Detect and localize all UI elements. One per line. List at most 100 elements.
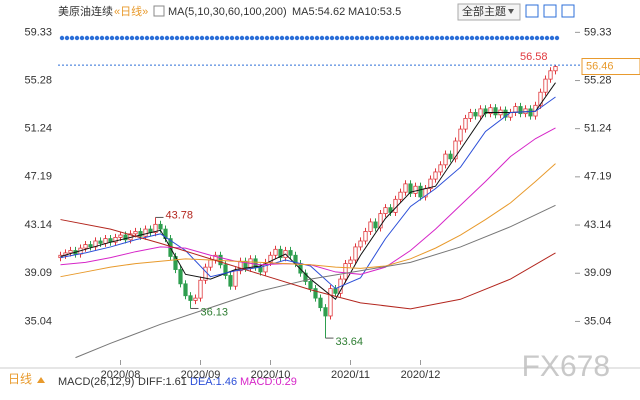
tool-button[interactable] [543, 4, 557, 18]
candle-body [333, 288, 338, 294]
watermark: FX678 [522, 350, 610, 383]
event-dot [79, 35, 85, 41]
event-dot [164, 35, 170, 41]
event-dot [514, 35, 520, 41]
tool-button[interactable] [561, 4, 575, 18]
macd-diff: DIFF:1.61 [138, 376, 187, 388]
event-dot [539, 35, 545, 41]
event-dot [394, 35, 400, 41]
event-dot [544, 35, 550, 41]
theme-text[interactable]: 全部主题 [462, 4, 506, 18]
event-dot [264, 35, 270, 41]
candle-body [88, 244, 93, 248]
candle-body [358, 240, 363, 248]
ma-icon[interactable] [153, 5, 165, 17]
event-dot [289, 35, 295, 41]
candle-body [458, 128, 463, 142]
event-dot [84, 35, 90, 41]
period[interactable]: «日线» [114, 4, 148, 18]
footer-arrow[interactable] [37, 377, 45, 383]
dropdown-arrow[interactable] [508, 9, 514, 14]
candle-body [393, 198, 398, 213]
event-dot [404, 35, 410, 41]
event-dot [379, 35, 385, 41]
candle-body [553, 66, 558, 72]
candle-body [183, 283, 188, 297]
candle-body [348, 259, 353, 264]
event-dot [449, 35, 455, 41]
event-dot [509, 35, 515, 41]
candle-body [528, 108, 533, 117]
macd-value: MACD:0.29 [240, 376, 297, 388]
event-dot [324, 35, 330, 41]
footer-period[interactable]: 日线 [8, 372, 32, 386]
event-dot [489, 35, 495, 41]
candle-body [178, 269, 183, 285]
y-tick-label-right: 55.28 [584, 74, 612, 86]
event-dot [114, 35, 120, 41]
event-dot [109, 35, 115, 41]
x-tick-label: 2020/09 [181, 369, 221, 381]
event-dot [554, 35, 560, 41]
candle-body [363, 231, 368, 242]
candle-body [143, 228, 148, 237]
event-dot [504, 35, 510, 41]
event-dot [254, 35, 260, 41]
candle-body [188, 295, 193, 301]
candle-body [518, 106, 523, 115]
symbol: 美原油连续 [58, 4, 113, 18]
theme-select[interactable] [457, 3, 521, 21]
event-dot [419, 35, 425, 41]
annotation: 36.13 [201, 306, 229, 318]
event-dot [484, 35, 490, 41]
event-dot [209, 35, 215, 41]
y-tick-label: 39.09 [24, 267, 52, 279]
y-tick-label-right: 39.09 [584, 267, 612, 279]
event-dot [229, 35, 235, 41]
event-dot [94, 35, 100, 41]
candle-body [373, 221, 378, 229]
event-dot [319, 35, 325, 41]
y-tick-label-right: 43.14 [584, 219, 612, 231]
event-dot [304, 35, 310, 41]
candle-body [468, 112, 473, 119]
event-dot [384, 35, 390, 41]
candle-body [543, 78, 548, 93]
x-tick-label: 2020/10 [251, 369, 291, 381]
event-dot [414, 35, 420, 41]
candle-body [193, 297, 198, 301]
candle-body [138, 231, 143, 237]
candle-body [223, 264, 228, 276]
event-dot [154, 35, 160, 41]
candle-body [113, 237, 118, 243]
y-tick-label-right: 35.04 [584, 315, 612, 327]
event-dot [189, 35, 195, 41]
candle-body [448, 153, 453, 160]
event-dot [439, 35, 445, 41]
candle-body [273, 248, 278, 256]
macd-label: MACD(26,12,9) [58, 376, 134, 388]
event-dot [444, 35, 450, 41]
event-dot [354, 35, 360, 41]
event-dot [224, 35, 230, 41]
candle-body [313, 288, 318, 299]
event-dot [534, 35, 540, 41]
event-dot [279, 35, 285, 41]
candle-body [443, 153, 448, 166]
event-dot [194, 35, 200, 41]
last-price: 56.46 [586, 60, 614, 72]
candle-body [463, 118, 468, 130]
event-dot [464, 35, 470, 41]
event-dot [474, 35, 480, 41]
event-dot [369, 35, 375, 41]
candle-body [398, 191, 403, 200]
candle-body [303, 272, 308, 282]
event-dot [144, 35, 150, 41]
candle-body [288, 250, 293, 256]
event-dot [459, 35, 465, 41]
tool-button[interactable] [525, 4, 539, 18]
event-dot [139, 35, 145, 41]
y-tick-label: 43.14 [24, 219, 52, 231]
candle-body [278, 248, 283, 259]
